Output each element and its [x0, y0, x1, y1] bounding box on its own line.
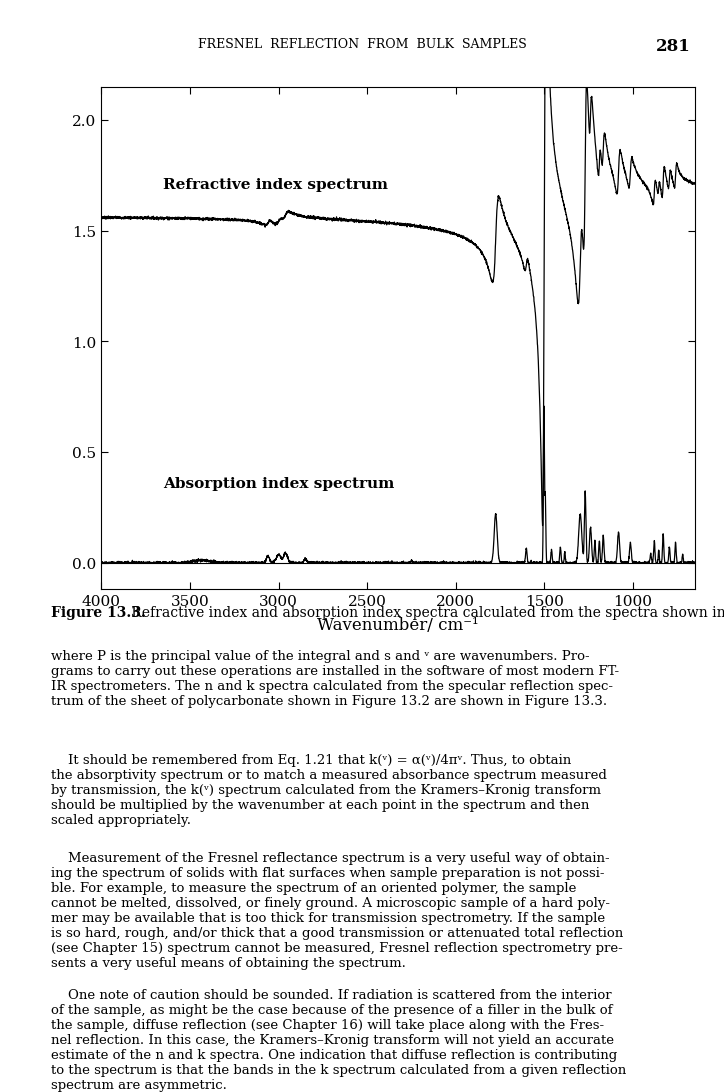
Text: Refractive index spectrum: Refractive index spectrum [164, 178, 388, 192]
Text: Refractive index and absorption index spectra calculated from the spectra shown : Refractive index and absorption index sp… [127, 606, 724, 620]
Text: One note of caution should be sounded. If radiation is scattered from the interi: One note of caution should be sounded. I… [51, 988, 626, 1091]
Text: 281: 281 [656, 38, 691, 56]
Text: FRESNEL  REFLECTION  FROM  BULK  SAMPLES: FRESNEL REFLECTION FROM BULK SAMPLES [198, 38, 526, 51]
Text: Figure 13.3.: Figure 13.3. [51, 606, 146, 620]
X-axis label: Wavenumber/ cm⁻¹: Wavenumber/ cm⁻¹ [317, 617, 479, 633]
Text: It should be remembered from Eq. 1.21 that k(ᵛ) = α(ᵛ)/4πᵛ. Thus, to obtain
the : It should be remembered from Eq. 1.21 th… [51, 753, 607, 827]
Text: where P is the principal value of the integral and s and ᵛ are wavenumbers. Pro-: where P is the principal value of the in… [51, 650, 619, 708]
Text: Absorption index spectrum: Absorption index spectrum [164, 477, 395, 491]
Text: Measurement of the Fresnel reflectance spectrum is a very useful way of obtain-
: Measurement of the Fresnel reflectance s… [51, 852, 623, 970]
